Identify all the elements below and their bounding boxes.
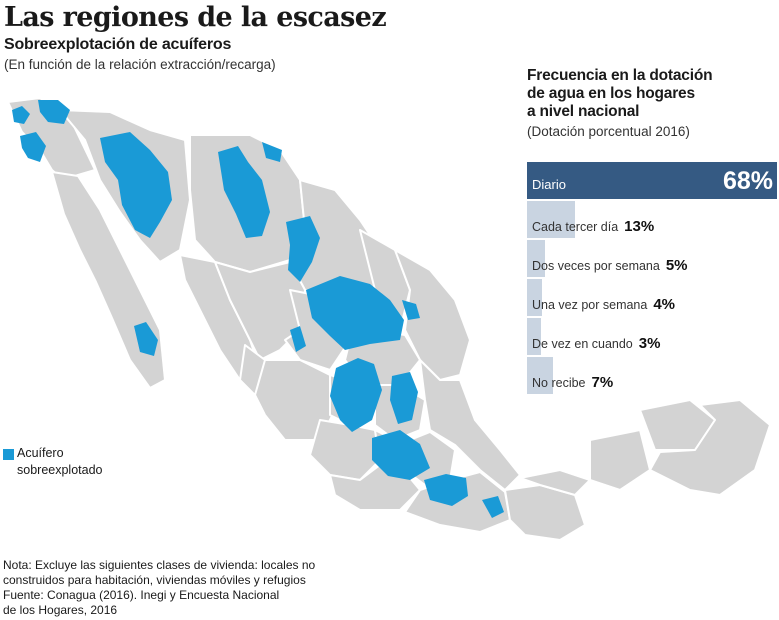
note-line: Nota: Excluye las siguientes clases de v… <box>3 558 316 572</box>
panel-title-line: de agua en los hogares <box>527 85 695 102</box>
bar-row: Dos veces por semana 5% <box>527 240 777 279</box>
bar-category-label: Una vez por semana 4% <box>532 296 676 313</box>
map-legend: Acuífero sobreexplotado <box>3 445 127 479</box>
aquifer-zone <box>218 146 270 238</box>
panel-title-line: Frecuencia en la dotación <box>527 67 713 84</box>
bar-category-label: Diario <box>532 177 566 192</box>
aquifer-zone <box>306 276 404 350</box>
map-subtitle: Sobreexplotación de acuíferos <box>4 36 232 53</box>
aquifer-zone <box>286 216 320 282</box>
legend-swatch <box>3 449 14 460</box>
note-line: construidos para habitación, viviendas m… <box>3 573 306 587</box>
aquifer-zone <box>330 358 382 432</box>
page-title: Las regiones de la escasez <box>4 2 387 33</box>
aquifer-zone <box>482 496 504 518</box>
bar-row: No recibe 7% <box>527 357 777 396</box>
source-note: Nota: Excluye las siguientes clases de v… <box>3 558 383 618</box>
aquifer-zone <box>424 474 468 506</box>
aquifer-zone <box>100 132 172 238</box>
legend-label: Acuífero sobreexplotado <box>17 446 103 477</box>
bar-category-label: Dos veces por semana 5% <box>532 257 688 274</box>
bar-value-label: 4% <box>653 296 676 313</box>
bar-value-label: 68% <box>722 167 773 195</box>
bar-category-label: No recibe 7% <box>532 374 614 391</box>
bar <box>527 279 542 316</box>
bar <box>527 240 546 277</box>
panel-subtitle: (Dotación porcentual 2016) <box>527 124 690 139</box>
mexico-map <box>7 97 771 540</box>
bar-value-label: 13% <box>624 218 655 235</box>
bar-category-label: Cada tercer día 13% <box>532 218 655 235</box>
note-line: de los Hogares, 2016 <box>3 603 118 617</box>
bar-value-label: 5% <box>665 257 688 274</box>
bar-row: Una vez por semana 4% <box>527 279 777 318</box>
aquifer-zone <box>402 300 420 320</box>
aquifer-zone <box>20 132 46 162</box>
frequency-panel: Frecuencia en la dotación de agua en los… <box>527 67 777 139</box>
aquifer-zone <box>38 100 70 124</box>
bar-category-label: De vez en cuando 3% <box>532 335 661 352</box>
aquifer-zone <box>134 322 158 356</box>
aquifer-zone <box>290 326 306 352</box>
state-veracruz <box>419 359 521 491</box>
aquifer-zones <box>12 100 504 518</box>
bar-row: De vez en cuando 3% <box>527 318 777 357</box>
bar <box>527 162 777 199</box>
note-line: Fuente: Conagua (2016). Inegi y Encuesta… <box>3 588 280 602</box>
bar-value-label: 7% <box>591 374 614 391</box>
aquifer-zone <box>12 106 30 124</box>
state-campeche <box>589 429 651 491</box>
state-michoacan <box>309 419 381 481</box>
bar <box>527 318 541 355</box>
panel-title-line: a nivel nacional <box>527 103 640 120</box>
aquifer-zone <box>390 372 418 424</box>
aquifer-zone <box>262 142 282 162</box>
bar <box>527 201 575 238</box>
map-subnote: (En función de la relación extracción/re… <box>4 57 276 72</box>
bar-row: Cada tercer día 13% <box>527 201 777 240</box>
panel-title: Frecuencia en la dotación de agua en los… <box>527 67 777 121</box>
aquifer-zone <box>372 430 430 480</box>
bar-row: Diario 68% <box>527 162 777 201</box>
state-tabasco <box>519 469 591 496</box>
state-quintana-roo <box>649 399 771 496</box>
bar-value-label: 3% <box>638 335 661 352</box>
frequency-bar-chart: Diario 68% Cada tercer día 13% Dos veces por… <box>527 162 777 396</box>
bar <box>527 357 553 394</box>
